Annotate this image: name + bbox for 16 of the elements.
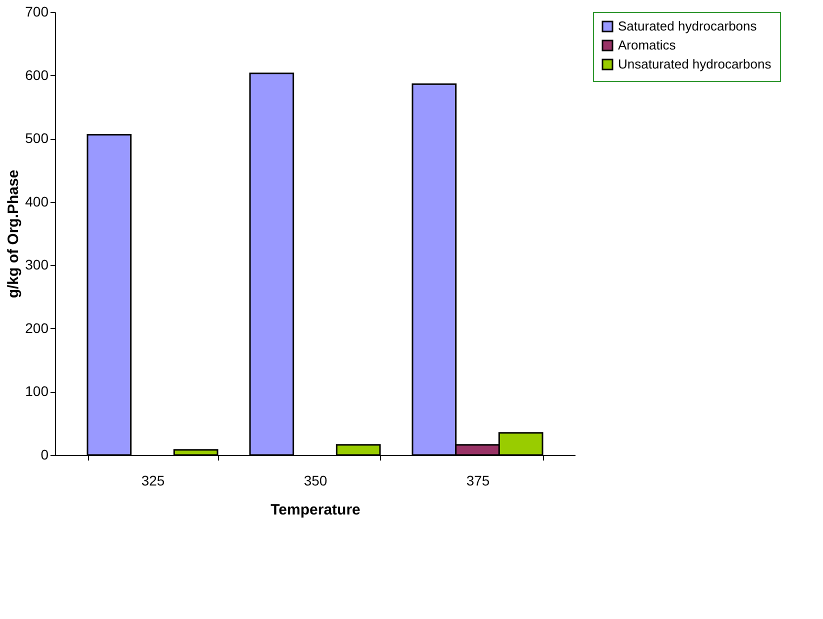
x-tick-label: 350 bbox=[304, 472, 328, 488]
y-tick-label: 300 bbox=[25, 256, 49, 273]
legend-label: Unsaturated hydrocarbons bbox=[618, 56, 772, 72]
y-tick-label: 100 bbox=[25, 383, 49, 400]
y-axis-title: g/kg of Org.Phase bbox=[5, 170, 22, 298]
legend-label: Aromatics bbox=[618, 38, 676, 52]
x-tick-label: 375 bbox=[466, 472, 490, 488]
y-tick-label: 0 bbox=[40, 446, 49, 462]
x-tick-label: 325 bbox=[141, 472, 165, 488]
y-tick-label: 200 bbox=[25, 320, 49, 336]
y-tick-label: 600 bbox=[25, 66, 49, 83]
y-tick-label: 500 bbox=[25, 130, 49, 146]
legend-label: Saturated hydrocarbons bbox=[618, 18, 758, 34]
y-tick-label: 700 bbox=[25, 4, 49, 20]
x-axis-title: Temperature bbox=[270, 502, 360, 518]
y-tick-label: 400 bbox=[25, 193, 49, 210]
